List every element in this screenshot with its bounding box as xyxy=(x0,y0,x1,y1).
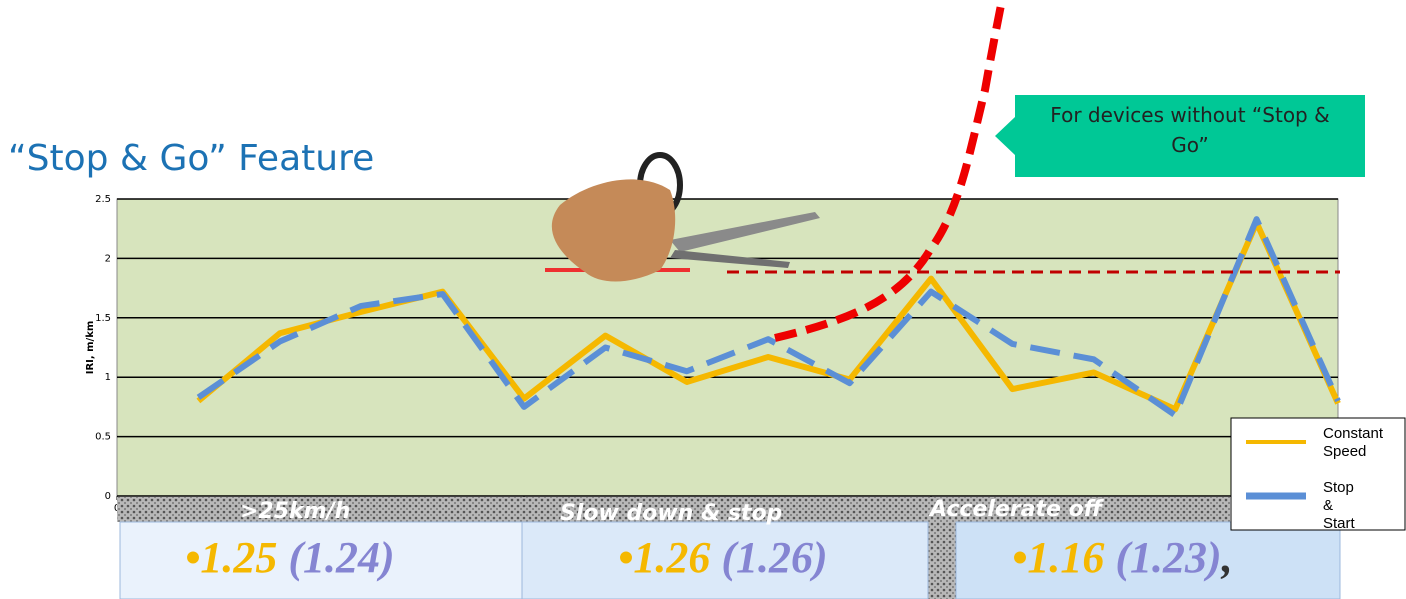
callout-wrap: For devices without “Stop & Go” xyxy=(1030,100,1350,175)
y-tick-label: 0.5 xyxy=(95,432,111,443)
constant-value: •1.26 xyxy=(618,533,710,582)
summary: •1.16 (1.23), xyxy=(1012,533,1233,582)
slide-title: “Stop & Go” Feature xyxy=(8,138,374,179)
phase-label: >25km/h xyxy=(240,499,350,524)
y-axis-label: IRI, m/km xyxy=(85,321,96,375)
phase-label: Accelerate off xyxy=(928,497,1105,522)
summary: •1.26 (1.26) xyxy=(618,533,828,582)
y-tick-label: 2 xyxy=(105,253,111,264)
phase-label: Slow down & stop xyxy=(560,501,782,526)
slide: “Stop & Go” Feature 00.511.522.500.10.2I… xyxy=(0,0,1406,599)
stop-start-value: (1.23) xyxy=(1115,533,1221,582)
constant-value: •1.25 xyxy=(185,533,277,582)
y-tick-label: 1 xyxy=(105,372,111,383)
y-tick-label: 2.5 xyxy=(95,194,111,205)
constant-value: •1.16 xyxy=(1012,533,1104,582)
summary: •1.25 (1.24) xyxy=(185,533,395,582)
callout-text: For devices without “Stop & Go” xyxy=(1030,100,1350,160)
stop-start-value: (1.24) xyxy=(288,533,394,582)
y-tick-label: 1.5 xyxy=(95,313,111,324)
plot-background xyxy=(117,199,1338,496)
y-tick-label: 0 xyxy=(105,491,111,502)
page: “Stop & Go” Feature 00.511.522.500.10.2I… xyxy=(0,0,1406,599)
stop-start-value: (1.26) xyxy=(721,533,827,582)
suffix: , xyxy=(1221,533,1233,582)
hatch-gap xyxy=(928,522,956,599)
